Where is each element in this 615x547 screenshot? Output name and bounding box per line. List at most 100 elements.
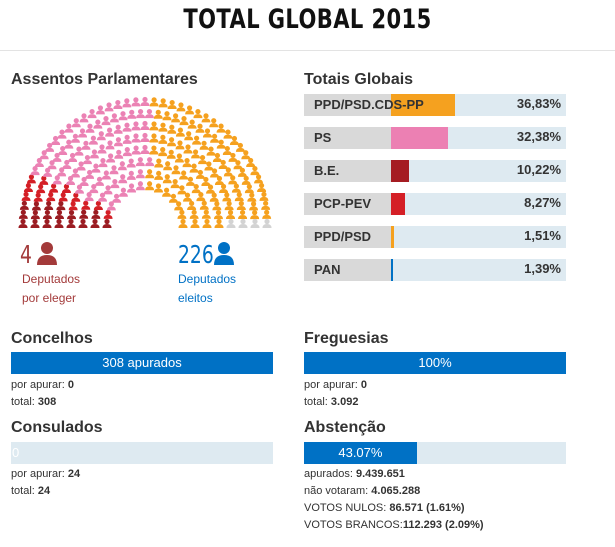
- seat-icon: [246, 157, 256, 167]
- seat-icon: [36, 184, 46, 194]
- seat-icon: [183, 144, 193, 154]
- seat-icon: [23, 182, 33, 193]
- party-row: PPD/PSD.CDS-PP 36,83%: [304, 94, 566, 116]
- seat-icon: [222, 145, 232, 156]
- seat-icon: [45, 142, 55, 152]
- seat-icon: [236, 200, 246, 210]
- seat-icon: [58, 145, 68, 156]
- party-percent: 8,27%: [524, 195, 561, 210]
- seat-icon: [61, 183, 71, 194]
- seat-icon: [167, 124, 177, 134]
- seat-icon: [21, 191, 31, 201]
- seat-icon: [135, 181, 145, 191]
- seat-icon: [170, 178, 180, 189]
- seat-icon: [145, 157, 155, 167]
- seat-icon: [233, 160, 243, 170]
- seat-icon: [135, 169, 145, 179]
- seat-icon: [175, 127, 185, 137]
- consulados-progress-bar: 0: [11, 442, 273, 464]
- seat-icon: [58, 192, 68, 202]
- user-icon: [37, 242, 57, 265]
- seat-icon: [202, 128, 212, 138]
- seat-icon: [187, 119, 197, 129]
- seat-icon: [64, 139, 74, 149]
- seat-icon: [110, 178, 120, 189]
- seat-icon: [112, 193, 122, 203]
- seat-icon: [257, 182, 267, 193]
- eleitos-label: Deputados eleitos: [178, 272, 237, 305]
- seat-icon: [109, 113, 119, 123]
- seat-icon: [104, 102, 114, 112]
- seat-icon: [79, 209, 89, 219]
- party-bar: [391, 94, 456, 116]
- seat-icon: [126, 170, 136, 180]
- seat-icon: [199, 200, 209, 210]
- seat-icon: [62, 159, 72, 169]
- seat-icon: [93, 200, 103, 210]
- seat-icon: [229, 135, 239, 146]
- seat-icon: [105, 140, 115, 150]
- seat-icon: [259, 191, 269, 201]
- seat-icon: [244, 184, 254, 194]
- seat-icon: [90, 218, 100, 228]
- seat-icon: [74, 146, 84, 156]
- seat-icon: [168, 193, 178, 203]
- seat-icon: [149, 145, 159, 155]
- seat-icon: [71, 118, 81, 128]
- seat-icon: [209, 118, 219, 128]
- party-bar: [391, 259, 394, 281]
- seat-icon: [64, 123, 74, 133]
- seat-icon: [250, 165, 260, 176]
- seat-icon: [113, 99, 123, 110]
- party-percent: 10,22%: [516, 162, 561, 177]
- seat-icon: [105, 127, 115, 137]
- seat-icon: [85, 123, 95, 133]
- seat-icon: [76, 161, 86, 171]
- seat-icon: [219, 183, 229, 194]
- seat-icon: [228, 152, 238, 162]
- seat-icon: [216, 139, 226, 149]
- seat-icon: [162, 111, 172, 121]
- party-name: PPD/PSD.CDS-PP: [314, 97, 424, 112]
- seat-icon: [117, 161, 127, 171]
- seat-icon: [95, 176, 105, 186]
- seat-icon: [33, 192, 43, 202]
- party-percent: 32,38%: [516, 129, 561, 144]
- party-label-bg: [304, 259, 391, 281]
- seat-icon: [145, 181, 155, 191]
- seat-icon: [131, 121, 141, 131]
- freguesias-progress-bar: 100%: [304, 352, 566, 374]
- seat-icon: [136, 108, 146, 119]
- seat-icon: [87, 108, 97, 119]
- seat-icon: [204, 161, 214, 171]
- seat-icon: [122, 122, 132, 132]
- seat-icon: [182, 157, 192, 168]
- seat-icon: [198, 154, 208, 165]
- party-row: PAN 1,39%: [304, 259, 566, 281]
- seat-icon: [226, 209, 236, 220]
- seat-icon: [185, 176, 195, 186]
- seat-icon: [262, 209, 272, 219]
- eleitos-count: 226: [178, 240, 214, 269]
- seat-icon: [30, 165, 40, 176]
- seat-icon: [114, 149, 124, 159]
- seat-icon: [44, 200, 54, 210]
- seat-icon: [224, 201, 234, 211]
- seat-icon: [81, 200, 91, 210]
- seat-icon: [140, 120, 150, 130]
- seat-icon: [96, 131, 106, 141]
- seat-icon: [223, 129, 233, 139]
- seat-icon: [84, 191, 94, 202]
- seat-icon: [127, 183, 137, 193]
- por-eleger-count: 4: [20, 240, 32, 269]
- party-label-bg: [304, 127, 391, 149]
- seat-icon: [158, 134, 168, 144]
- seat-icon: [195, 169, 205, 179]
- concelhos-info: por apurar: 0 total: 308: [11, 379, 74, 408]
- seat-icon: [39, 175, 49, 185]
- abstencao-heading: Abstenção: [304, 419, 386, 436]
- seat-icon: [226, 218, 236, 228]
- seat-icon: [68, 201, 78, 211]
- party-label-bg: [304, 94, 391, 116]
- seat-icon: [179, 170, 189, 180]
